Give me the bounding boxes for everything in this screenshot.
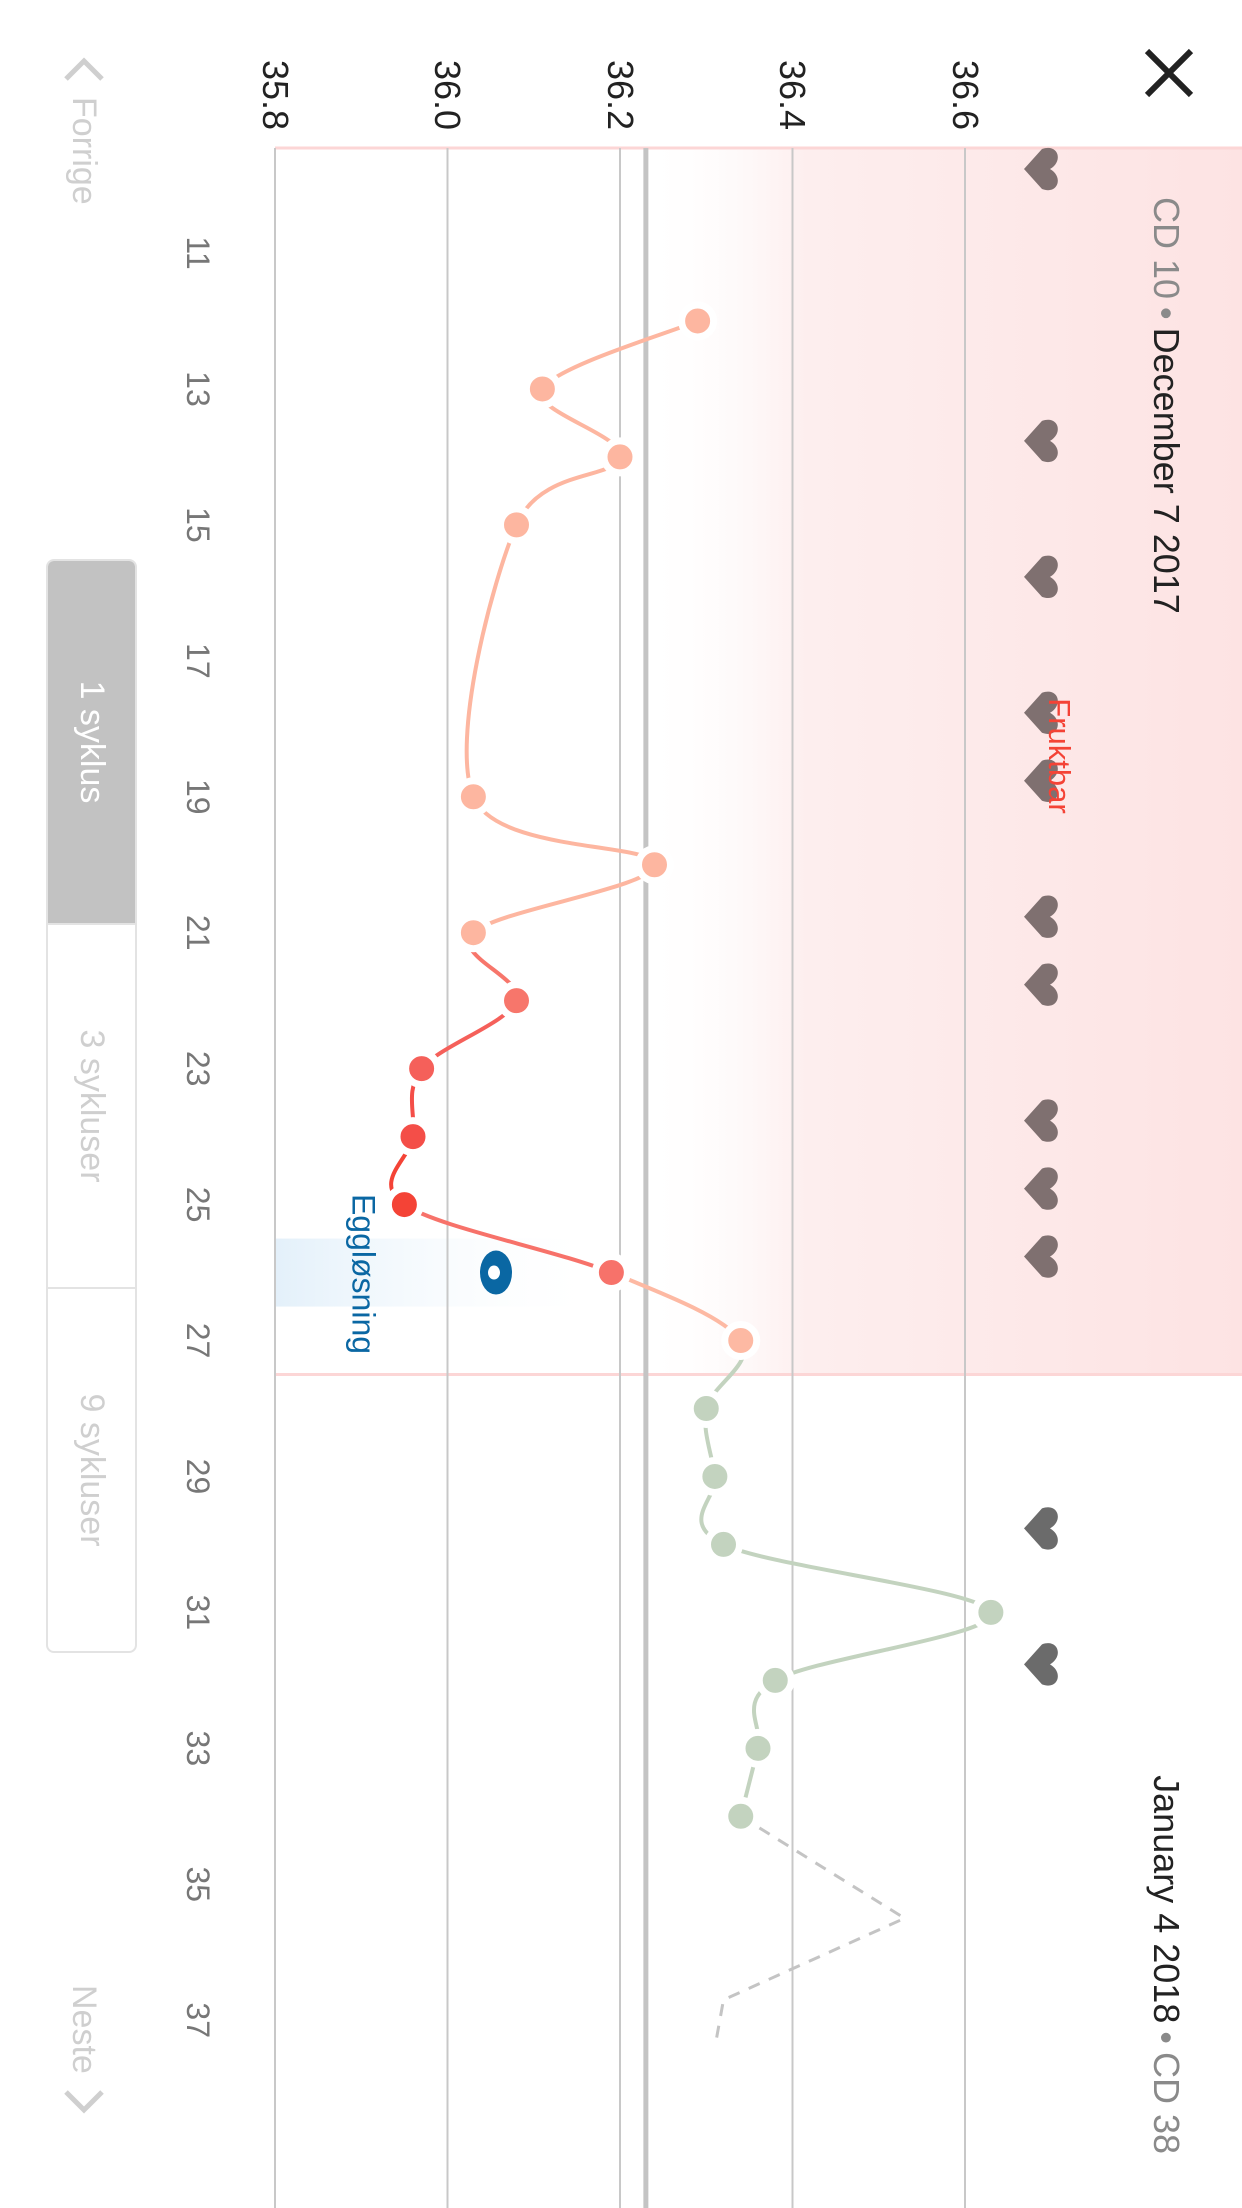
heart-shape <box>1024 1235 1058 1278</box>
heart-icon <box>1024 147 1058 191</box>
heart-shape <box>1024 963 1058 1006</box>
fertile-label: Fruktbar <box>1042 698 1077 814</box>
x-tick-label: 27 <box>180 1322 216 1359</box>
start-date: December 7 2017 <box>1146 327 1187 614</box>
temperature-point <box>721 1796 761 1836</box>
separator: • <box>1146 2031 1187 2044</box>
x-tick-label: 19 <box>180 778 216 815</box>
temperature-point <box>971 1592 1011 1632</box>
y-tick-label: 35.8 <box>255 60 296 131</box>
temperature-point <box>591 1253 631 1293</box>
heart-icon <box>1024 1167 1058 1210</box>
temperature-point <box>600 437 640 477</box>
heart-shape <box>1024 1643 1058 1686</box>
heart-shape <box>1024 555 1058 599</box>
heart-icon <box>1024 691 1058 734</box>
cycle-range-segmented-control: 1 syklus 3 sykluser 9 sykluser <box>46 559 137 1653</box>
y-tick-label: 36.2 <box>600 60 641 131</box>
temperature-point <box>453 913 493 953</box>
end-date: January 4 2018 <box>1146 1775 1187 2024</box>
heart-icon <box>1024 1099 1058 1142</box>
temperature-line-segment <box>722 1542 993 1614</box>
heart-icon <box>1024 1235 1058 1278</box>
previous-button[interactable]: Forrige <box>60 55 108 205</box>
y-tick-label: 36.4 <box>772 60 814 131</box>
x-tick-label: 13 <box>180 371 216 407</box>
temperature-point <box>721 1321 761 1361</box>
temperature-line-segment <box>774 1611 993 1683</box>
temperature-point <box>704 1524 743 1564</box>
heart-icon <box>1024 895 1058 938</box>
temperature-point <box>755 1660 795 1700</box>
temperature-point <box>635 845 674 885</box>
temperature-point <box>678 301 718 341</box>
marker-dot <box>488 1265 500 1280</box>
ovulation-marker-icon <box>480 1250 512 1295</box>
heart-shape <box>1024 147 1058 191</box>
x-tick-label: 35 <box>180 1866 216 1903</box>
heart-shape <box>1024 759 1058 802</box>
segment-3-cycles[interactable]: 3 sykluser <box>48 923 135 1287</box>
temperature-point <box>497 981 536 1021</box>
x-tick-label: 15 <box>180 507 216 543</box>
x-tick-label: 31 <box>180 1594 216 1631</box>
heart-shape <box>1024 419 1058 463</box>
heart-shape <box>1024 895 1058 938</box>
y-tick-label: 36.0 <box>427 60 469 131</box>
temperature-point <box>695 1456 735 1496</box>
x-tick-label: 33 <box>180 1730 216 1767</box>
heart-shape <box>1024 1507 1058 1550</box>
segment-9-cycles[interactable]: 9 sykluser <box>48 1287 135 1651</box>
temperature-point <box>453 777 493 817</box>
cycle-start-header: CD 10 • December 7 2017 <box>1144 197 1188 614</box>
temperature-point <box>393 1117 433 1157</box>
close-icon[interactable] <box>1141 45 1197 101</box>
x-tick-label: 11 <box>180 236 216 270</box>
next-button[interactable]: Neste <box>60 1985 108 2116</box>
chevron-left-icon <box>64 57 104 81</box>
next-label: Neste <box>65 1985 103 2074</box>
heart-shape <box>1024 1167 1058 1210</box>
x-tick-label: 25 <box>180 1186 216 1223</box>
x-tick-label: 29 <box>180 1458 216 1495</box>
fertile-window-region <box>275 148 1242 1375</box>
chevron-right-icon <box>64 2090 104 2114</box>
heart-icon <box>1024 963 1058 1006</box>
heart-icon <box>1024 759 1058 802</box>
start-cycle-day: CD 10 <box>1146 197 1187 300</box>
segment-1-cycle[interactable]: 1 syklus <box>48 561 135 923</box>
heart-icon <box>1024 419 1058 463</box>
x-tick-label: 23 <box>180 1050 216 1087</box>
ovulation-label: Eggløsning <box>345 1193 382 1355</box>
ovulation-band <box>275 1238 605 1307</box>
temperature-point <box>384 1185 424 1225</box>
heart-shape <box>1024 1099 1058 1142</box>
predicted-temperature-line <box>713 1815 908 2048</box>
cycle-end-header: January 4 2018 • CD 38 <box>1144 1775 1188 2154</box>
x-tick-label: 37 <box>180 2002 216 2039</box>
x-tick-label: 21 <box>180 914 216 951</box>
temperature-line-segment <box>464 524 519 798</box>
end-cycle-day: CD 38 <box>1146 2051 1187 2154</box>
heart-shape <box>1024 691 1058 734</box>
previous-label: Forrige <box>65 97 103 205</box>
heart-icon <box>1024 1643 1058 1686</box>
heart-icon <box>1024 555 1058 599</box>
separator: • <box>1146 307 1187 320</box>
y-tick-label: 36.6 <box>945 60 986 131</box>
temperature-point <box>738 1728 778 1768</box>
temperature-point <box>686 1388 726 1428</box>
heart-icon <box>1024 1507 1058 1550</box>
temperature-point <box>497 505 536 545</box>
x-tick-label: 17 <box>180 643 216 679</box>
temperature-point <box>522 369 562 409</box>
temperature-point <box>402 1049 442 1089</box>
